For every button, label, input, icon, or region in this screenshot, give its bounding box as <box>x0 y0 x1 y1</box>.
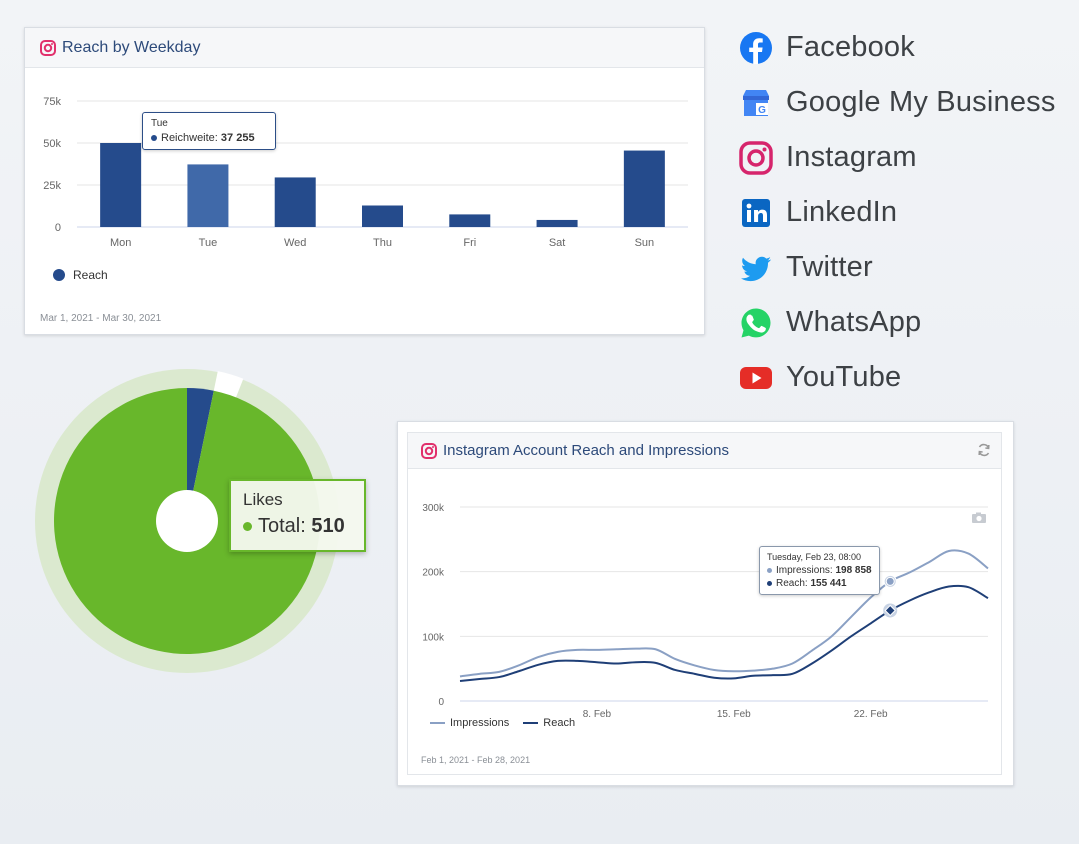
pie-center <box>156 490 218 552</box>
linkedin-icon <box>738 195 774 231</box>
x-tick-label: Sat <box>549 237 566 249</box>
bar[interactable] <box>449 214 491 227</box>
social-item-instagram[interactable]: Instagram <box>738 130 1056 185</box>
y-tick-label: 75k <box>43 96 61 108</box>
youtube-icon <box>738 360 774 396</box>
series-line-impressions[interactable] <box>459 549 989 678</box>
legend-marker <box>430 722 445 724</box>
twitter-icon <box>738 250 774 286</box>
card-title: Reach by Weekday <box>62 38 201 56</box>
card-header: Reach by Weekday <box>25 28 704 68</box>
likes-tooltip-label: Total: <box>258 515 306 537</box>
y-tick-label: 25k <box>43 180 61 192</box>
y-tick-label: 200k <box>422 568 445 579</box>
y-tick-label: 0 <box>55 222 61 234</box>
bar[interactable] <box>362 205 403 227</box>
y-tick-label: 300k <box>422 503 445 514</box>
instagram-icon <box>40 39 56 56</box>
weekday-bar-chart: 0 25k 50k 75k Mon Tue Wed Thu Fri Sat Sun <box>43 96 688 249</box>
social-label: Twitter <box>786 251 873 283</box>
legend-marker <box>523 722 539 724</box>
x-tick-label: 22. Feb <box>854 709 888 720</box>
series-line-reach[interactable] <box>459 584 989 682</box>
likes-tooltip-title: Likes <box>243 490 283 509</box>
social-label: Google My Business <box>786 86 1056 118</box>
likes-pie-chart <box>35 369 339 673</box>
likes-dot <box>243 522 252 532</box>
bar[interactable] <box>274 177 316 227</box>
tooltip-date: Tuesday, Feb 23, 08:00 <box>767 552 862 562</box>
reach-impressions-line-chart: 0 100k 200k 300k 8. Feb 15. Feb 22. Feb <box>422 503 989 720</box>
pie-slice[interactable] <box>187 388 214 521</box>
whatsapp-icon <box>738 305 774 341</box>
weekday-tooltip: Tue Reichweite: 37 255 <box>142 112 276 150</box>
card-header: Instagram Account Reach and Impressions <box>408 433 1001 469</box>
x-tick-label: Mon <box>110 237 131 249</box>
social-label: YouTube <box>786 361 902 393</box>
likes-tooltip: Likes Total: 510 <box>229 479 366 552</box>
x-tick-label: Tue <box>199 237 218 249</box>
social-item-linkedin[interactable]: LinkedIn <box>738 185 1056 240</box>
social-item-youtube[interactable]: YouTube <box>738 350 1056 405</box>
line-tooltip: Tuesday, Feb 23, 08:00 Impressions: 198 … <box>759 546 880 595</box>
tooltip-reach-value: 155 441 <box>810 578 847 589</box>
reach-impressions-card: Instagram Account Reach and Impressions … <box>397 421 1014 786</box>
bar[interactable] <box>536 219 578 227</box>
social-label: Facebook <box>786 31 915 63</box>
chart-legend[interactable]: Reach <box>53 268 108 282</box>
x-tick-label: Thu <box>373 237 392 249</box>
y-tick-label: 100k <box>422 632 445 643</box>
reach-by-weekday-card: Reach by Weekday 0 25k 50k 75k Mon Tue Wed Thu F… <box>24 27 705 335</box>
hover-marker-reach <box>884 604 896 617</box>
likes-tooltip-value: 510 <box>311 515 345 537</box>
series-dot <box>767 567 772 573</box>
x-tick-label: 8. Feb <box>583 709 612 720</box>
instagram-icon <box>738 140 774 176</box>
date-range: Feb 1, 2021 - Feb 28, 2021 <box>421 755 531 765</box>
facebook-icon <box>738 30 774 66</box>
social-label: WhatsApp <box>786 306 922 338</box>
camera-icon[interactable] <box>971 511 987 529</box>
legend-marker <box>53 269 65 281</box>
tooltip-day: Tue <box>151 118 168 129</box>
social-item-whatsapp[interactable]: WhatsApp <box>738 295 1056 350</box>
series-dot <box>767 580 772 586</box>
inner-panel: Instagram Account Reach and Impressions … <box>407 432 1002 775</box>
legend-item-impressions[interactable]: Impressions <box>430 717 509 729</box>
refresh-icon[interactable] <box>977 443 991 462</box>
bar[interactable] <box>187 164 229 227</box>
date-range: Mar 1, 2021 - Mar 30, 2021 <box>40 313 162 324</box>
social-item-twitter[interactable]: Twitter <box>738 240 1056 295</box>
series-dot <box>151 135 157 142</box>
social-item-google-my-business[interactable]: G Google My Business <box>738 75 1056 130</box>
tooltip-value: 37 255 <box>220 132 255 144</box>
legend-item-reach[interactable]: Reach <box>523 717 575 729</box>
x-tick-label: Fri <box>463 237 476 249</box>
bar[interactable] <box>623 150 665 227</box>
y-tick-label: 0 <box>438 697 444 708</box>
social-network-list: Facebook G Google My Business Instagram <box>738 20 1056 405</box>
svg-text:G: G <box>758 105 766 116</box>
y-tick-label: 50k <box>43 138 61 150</box>
instagram-icon <box>421 442 437 459</box>
tooltip-label: Reichweite: <box>161 132 218 144</box>
social-label: LinkedIn <box>786 196 898 228</box>
legend-label: Impressions <box>450 717 510 729</box>
social-label: Instagram <box>786 141 917 173</box>
hover-marker-impressions <box>885 576 895 586</box>
tooltip-impressions-label: Impressions: <box>776 565 833 576</box>
tooltip-impressions-value: 198 858 <box>835 565 872 576</box>
x-tick-label: 15. Feb <box>717 709 751 720</box>
bar[interactable] <box>100 143 142 227</box>
legend-label: Reach <box>73 268 108 282</box>
social-item-facebook[interactable]: Facebook <box>738 20 1056 75</box>
card-title: Instagram Account Reach and Impressions <box>443 442 729 459</box>
tooltip-reach-label: Reach: <box>776 578 808 589</box>
x-tick-label: Wed <box>284 237 306 249</box>
chart-legend: Impressions Reach <box>430 717 575 729</box>
x-tick-label: Sun <box>635 237 655 249</box>
google-my-business-icon: G <box>738 85 774 121</box>
legend-label: Reach <box>543 717 576 729</box>
